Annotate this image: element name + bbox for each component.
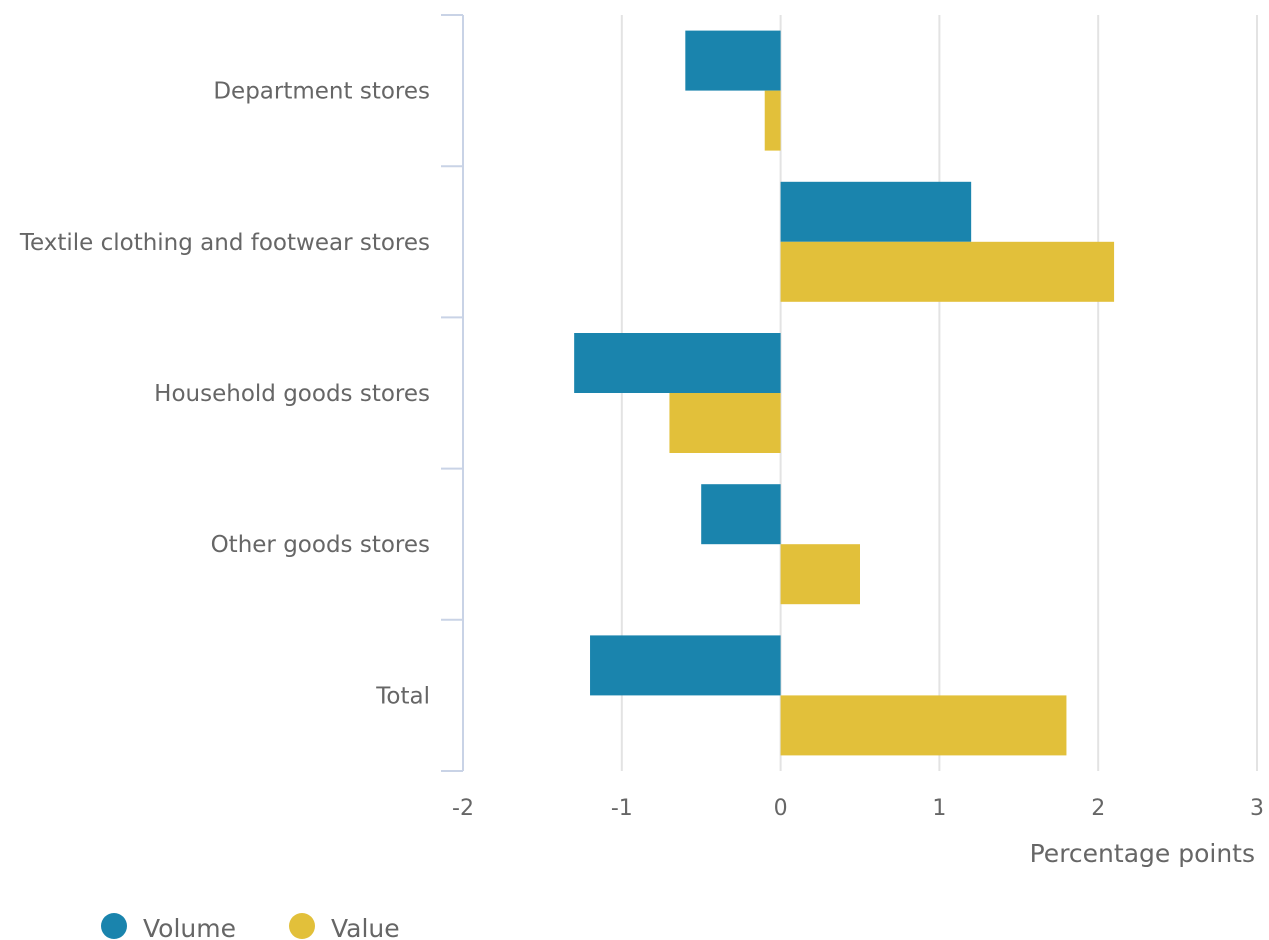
bar-volume-total — [590, 635, 781, 696]
bar-value-textile-clothing-and-footwear-stores — [780, 241, 1115, 302]
legend-label-volume: Volume — [143, 914, 236, 940]
legend-label-value: Value — [331, 914, 400, 940]
category-label-household-goods-stores: Household goods stores — [154, 381, 430, 407]
category-axis — [441, 14, 464, 772]
bar-volume-household-goods-stores — [574, 333, 781, 393]
category-label-other-goods-stores: Other goods stores — [211, 532, 430, 558]
x-tick-label: 1 — [932, 796, 946, 821]
bar-value-total — [780, 695, 1067, 756]
legend-swatch-volume — [101, 913, 127, 939]
legend-item-volume[interactable]: Volume — [101, 913, 236, 940]
x-axis-title: Percentage points — [1030, 839, 1255, 868]
x-tick-label: 3 — [1250, 796, 1264, 821]
bar-volume-department-stores — [685, 30, 781, 91]
x-tick-label: 2 — [1091, 796, 1105, 821]
bar-value-household-goods-stores — [669, 393, 781, 453]
legend: Volume Value — [101, 913, 400, 940]
bars — [574, 30, 1115, 756]
category-label-textile-clothing-and-footwear-stores: Textile clothing and footwear stores — [19, 230, 430, 256]
legend-swatch-value — [289, 913, 315, 939]
x-tick-label: -1 — [611, 796, 633, 821]
bar-value-other-goods-stores — [780, 544, 860, 605]
bar-value-department-stores — [764, 90, 781, 151]
x-axis-ticks: -2 -1 0 1 2 3 — [452, 796, 1264, 821]
x-tick-label: 0 — [774, 796, 788, 821]
x-tick-label: -2 — [452, 796, 474, 821]
legend-item-value[interactable]: Value — [289, 913, 400, 940]
category-label-department-stores: Department stores — [213, 79, 430, 105]
bar-volume-textile-clothing-and-footwear-stores — [780, 181, 972, 242]
category-label-total: Total — [375, 683, 430, 709]
bar-volume-other-goods-stores — [701, 484, 781, 545]
category-labels: Department stores Textile clothing and fo… — [19, 79, 430, 710]
